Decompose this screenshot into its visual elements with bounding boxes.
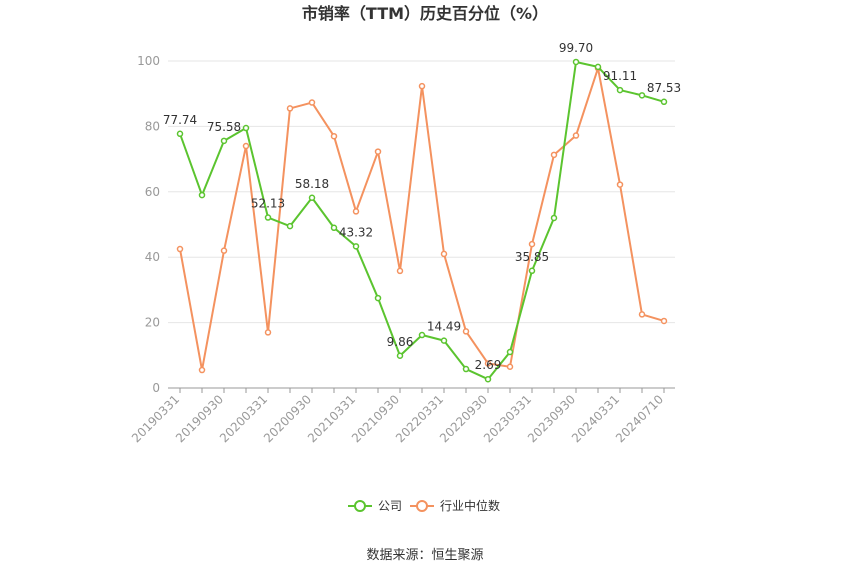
data-point[interactable] <box>396 267 404 275</box>
data-label: 35.85 <box>515 250 549 264</box>
data-label: 43.32 <box>339 225 373 239</box>
data-point[interactable] <box>242 142 250 150</box>
data-point[interactable] <box>264 214 272 221</box>
legend-item-industry-median[interactable]: 行业中位数 <box>410 498 500 513</box>
data-point[interactable] <box>176 130 184 138</box>
data-point[interactable] <box>528 240 536 248</box>
series-layer: 77.74 75.58 52.13 58.18 43.32 9.86 14.49 2.69 35… <box>163 41 681 383</box>
series-company <box>176 58 668 383</box>
data-point[interactable] <box>176 245 184 253</box>
y-tick-label: 100 <box>137 54 160 68</box>
grid <box>168 60 675 324</box>
y-tick-label: 0 <box>152 381 160 395</box>
y-tick-label: 60 <box>145 185 160 199</box>
data-point[interactable] <box>220 137 228 145</box>
data-label: 77.74 <box>163 113 197 127</box>
data-point[interactable] <box>330 224 338 232</box>
series-industry-median <box>176 64 668 374</box>
data-point[interactable] <box>484 360 492 367</box>
data-point[interactable] <box>572 58 580 66</box>
legend-label: 公司 <box>378 499 402 513</box>
y-tick-label: 40 <box>145 250 160 264</box>
data-point[interactable] <box>418 82 426 90</box>
data-point[interactable] <box>352 208 360 215</box>
data-point[interactable] <box>638 92 646 99</box>
data-point[interactable] <box>198 191 206 199</box>
legend-marker <box>416 500 428 512</box>
y-axis: 0 20 40 60 80 100 <box>137 54 160 395</box>
data-point[interactable] <box>286 222 294 230</box>
data-point[interactable] <box>594 63 602 71</box>
data-label: 2.69 <box>475 358 502 372</box>
data-point[interactable] <box>440 337 448 344</box>
data-point[interactable] <box>506 348 514 356</box>
data-point[interactable] <box>660 317 668 325</box>
data-label: 58.18 <box>295 177 329 191</box>
legend-item-company[interactable]: 公司 <box>348 499 402 513</box>
data-point[interactable] <box>616 181 624 188</box>
data-point[interactable] <box>264 329 272 336</box>
data-label: 91.11 <box>603 69 637 83</box>
data-point[interactable] <box>462 328 470 335</box>
x-axis: 2019033120190930202003312020093020210331… <box>129 387 675 445</box>
data-label: 52.13 <box>251 197 285 211</box>
data-point[interactable] <box>462 365 470 373</box>
legend-label: 行业中位数 <box>440 498 500 513</box>
data-point[interactable] <box>484 375 492 383</box>
x-tick-label: 20240710 <box>613 392 666 445</box>
data-point[interactable] <box>308 99 316 106</box>
data-label: 87.53 <box>647 81 681 95</box>
data-point[interactable] <box>550 214 558 222</box>
source-text: 数据来源：恒生聚源 <box>366 548 483 563</box>
data-label: 75.58 <box>207 120 241 134</box>
series-line <box>179 60 665 381</box>
data-point[interactable] <box>374 294 382 302</box>
data-point[interactable] <box>440 250 448 258</box>
data-point[interactable] <box>528 267 536 275</box>
data-point[interactable] <box>286 105 294 112</box>
data-label: 99.70 <box>559 41 593 55</box>
data-label: 14.49 <box>427 320 461 334</box>
data-point[interactable] <box>242 124 250 132</box>
legend-marker <box>354 500 366 512</box>
legend[interactable]: 公司 行业中位数 <box>348 498 500 513</box>
y-tick-label: 80 <box>145 119 160 133</box>
data-point[interactable] <box>396 352 404 360</box>
y-tick-label: 20 <box>145 316 160 330</box>
data-label: 9.86 <box>387 335 414 349</box>
data-point[interactable] <box>572 132 580 139</box>
data-point[interactable] <box>616 86 624 94</box>
data-point[interactable] <box>330 132 338 140</box>
series-line <box>179 67 665 372</box>
data-labels: 77.74 75.58 52.13 58.18 43.32 9.86 14.49 2.69 35… <box>163 41 681 372</box>
data-point[interactable] <box>418 331 426 339</box>
data-point[interactable] <box>506 363 514 370</box>
data-point[interactable] <box>352 243 360 250</box>
data-point[interactable] <box>308 194 316 202</box>
data-point[interactable] <box>374 148 382 155</box>
data-point[interactable] <box>550 151 558 159</box>
data-point[interactable] <box>220 247 228 254</box>
data-point[interactable] <box>638 311 646 318</box>
data-point[interactable] <box>198 366 206 374</box>
data-point[interactable] <box>660 98 668 106</box>
chart-title: 市销率（TTM）历史百分位（%） <box>302 4 548 23</box>
